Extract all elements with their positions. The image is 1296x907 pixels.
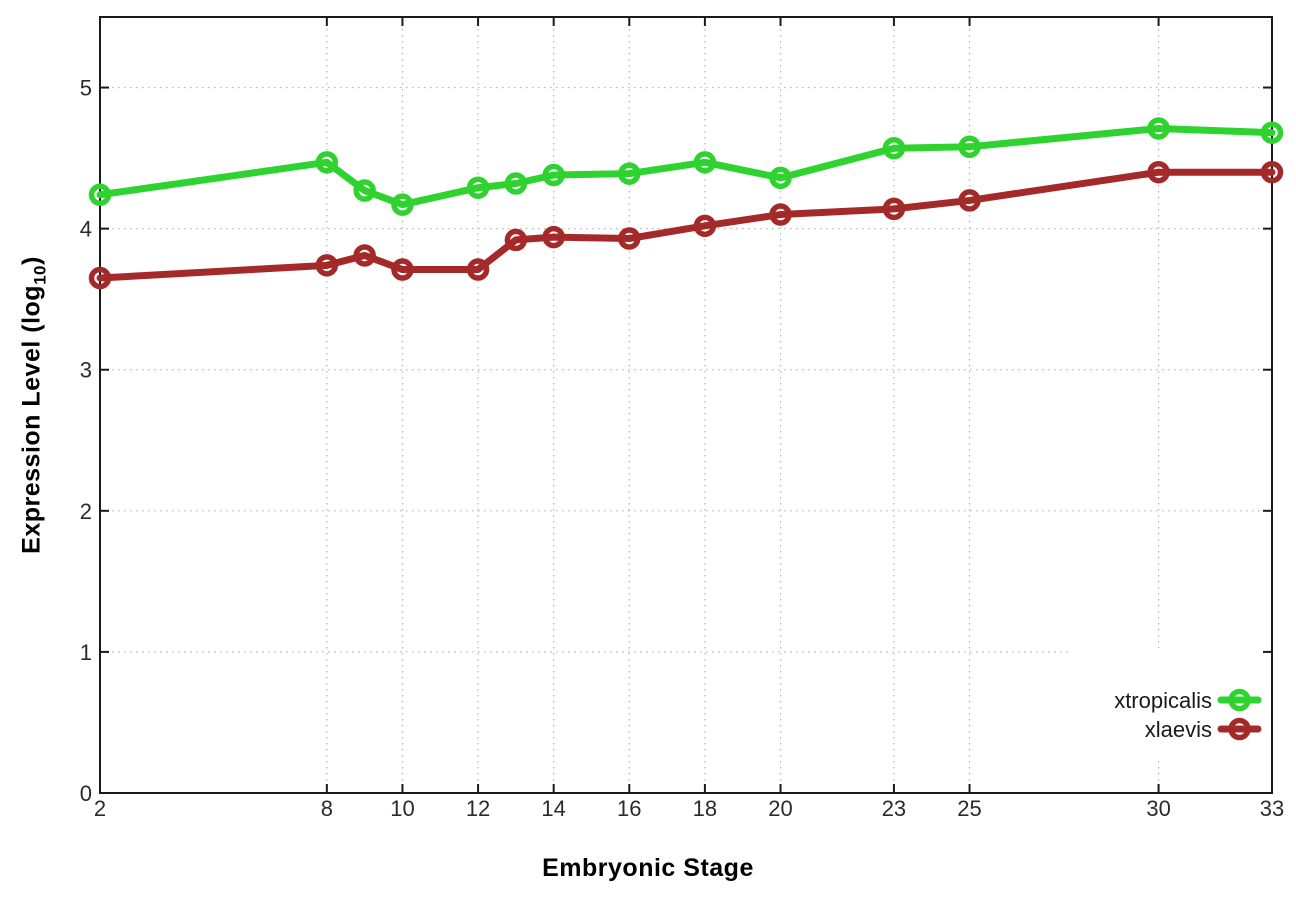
y-tick-label: 0	[80, 781, 92, 806]
x-tick-label: 30	[1146, 796, 1170, 821]
y-tick-label: 4	[80, 217, 92, 242]
data-point-xlaevis	[315, 254, 339, 277]
legend-marker-xlaevis	[1228, 717, 1251, 741]
x-tick-label: 12	[466, 796, 490, 821]
x-tick-label: 33	[1260, 796, 1284, 821]
y-tick-label: 3	[80, 358, 92, 383]
series-line-xlaevis	[96, 168, 1276, 282]
data-point-xtropicalis	[315, 151, 339, 174]
x-tick-label: 20	[768, 796, 792, 821]
data-point-xlaevis	[353, 244, 376, 267]
data-point-xlaevis	[769, 203, 792, 226]
data-point-xtropicalis	[466, 176, 490, 199]
y-axis-title-subscript: 10	[30, 264, 50, 285]
data-point-xtropicalis	[958, 135, 981, 159]
data-point-xtropicalis	[353, 179, 376, 202]
data-point-xtropicalis	[693, 151, 717, 174]
x-tick-label: 8	[321, 796, 333, 821]
x-tick-label: 18	[693, 796, 717, 821]
data-point-xtropicalis	[1147, 117, 1170, 140]
data-point-xlaevis	[693, 214, 717, 238]
data-point-xlaevis	[466, 258, 490, 281]
y-tick-label: 5	[80, 76, 92, 101]
data-point-xtropicalis	[618, 162, 641, 185]
data-point-xlaevis	[1260, 160, 1284, 184]
x-tick-label: 10	[390, 796, 414, 821]
x-tick-label: 14	[541, 796, 565, 821]
data-point-xlaevis	[618, 227, 641, 250]
data-point-xtropicalis	[1260, 121, 1284, 144]
data-point-xlaevis	[504, 228, 528, 252]
legend-label-xlaevis: xlaevis	[1145, 717, 1212, 742]
x-tick-label: 23	[882, 796, 906, 821]
data-point-xlaevis	[1147, 160, 1170, 184]
x-tick-label: 25	[957, 796, 981, 821]
y-axis-title-close: )	[17, 256, 46, 265]
data-point-xtropicalis	[391, 193, 414, 216]
data-point-xlaevis	[542, 225, 565, 249]
y-tick-label: 2	[80, 499, 92, 524]
x-tick-label: 2	[94, 796, 106, 821]
data-point-xlaevis	[391, 258, 414, 281]
x-tick-label: 16	[617, 796, 641, 821]
data-point-xtropicalis	[88, 183, 112, 207]
y-tick-label: 1	[80, 640, 92, 665]
data-point-xtropicalis	[504, 172, 528, 195]
data-point-xtropicalis	[769, 166, 792, 190]
data-point-xlaevis	[88, 266, 112, 290]
plot-border	[99, 16, 1273, 794]
data-point-xlaevis	[882, 197, 906, 221]
x-axis-title: Embryonic Stage	[542, 854, 754, 882]
data-point-xlaevis	[958, 189, 981, 212]
data-point-xtropicalis	[882, 136, 906, 160]
y-axis-title-text: Expression Level (log	[17, 284, 46, 554]
y-axis-title: Expression Level (log10)	[18, 256, 51, 554]
legend-label-xtropicalis: xtropicalis	[1114, 688, 1212, 713]
data-point-xtropicalis	[542, 163, 565, 187]
legend-marker-xtropicalis	[1228, 688, 1251, 712]
series-line-xtropicalis	[96, 124, 1276, 209]
